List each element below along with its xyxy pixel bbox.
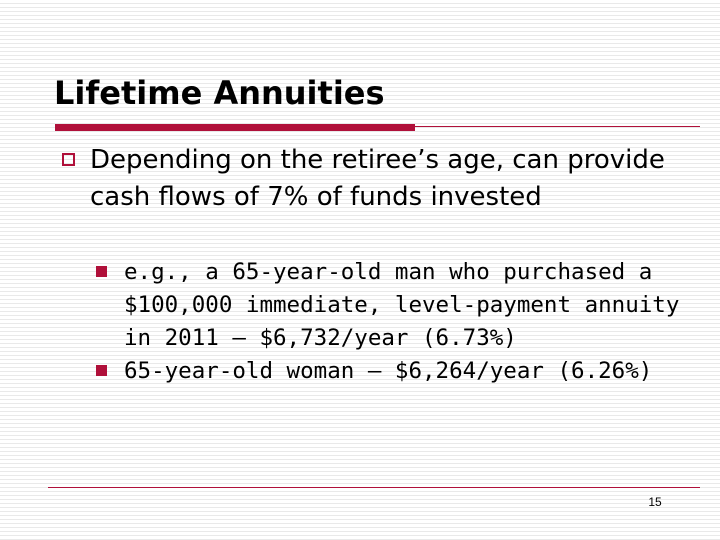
sub-bullet-marker	[96, 266, 107, 277]
bullet-marker	[62, 153, 75, 166]
page-number: 15	[648, 495, 662, 509]
sub-bullet: e.g., a 65-year-old man who purchased a …	[96, 256, 680, 355]
sub-bullet-marker	[96, 365, 107, 376]
footer-rule	[48, 487, 700, 488]
bullet-text: Depending on the retiree’s age, can prov…	[90, 145, 665, 212]
sub-bullet-text: 65-year-old woman – $6,264/year (6.26%)	[124, 358, 653, 384]
sub-bullet-list: e.g., a 65-year-old man who purchased a …	[96, 256, 696, 388]
sub-bullet-text: e.g., a 65-year-old man who purchased a …	[124, 259, 680, 351]
title-accent-bar	[55, 124, 415, 131]
sub-bullet: 65-year-old woman – $6,264/year (6.26%)	[96, 355, 680, 388]
slide-title: Lifetime Annuities	[54, 74, 385, 112]
